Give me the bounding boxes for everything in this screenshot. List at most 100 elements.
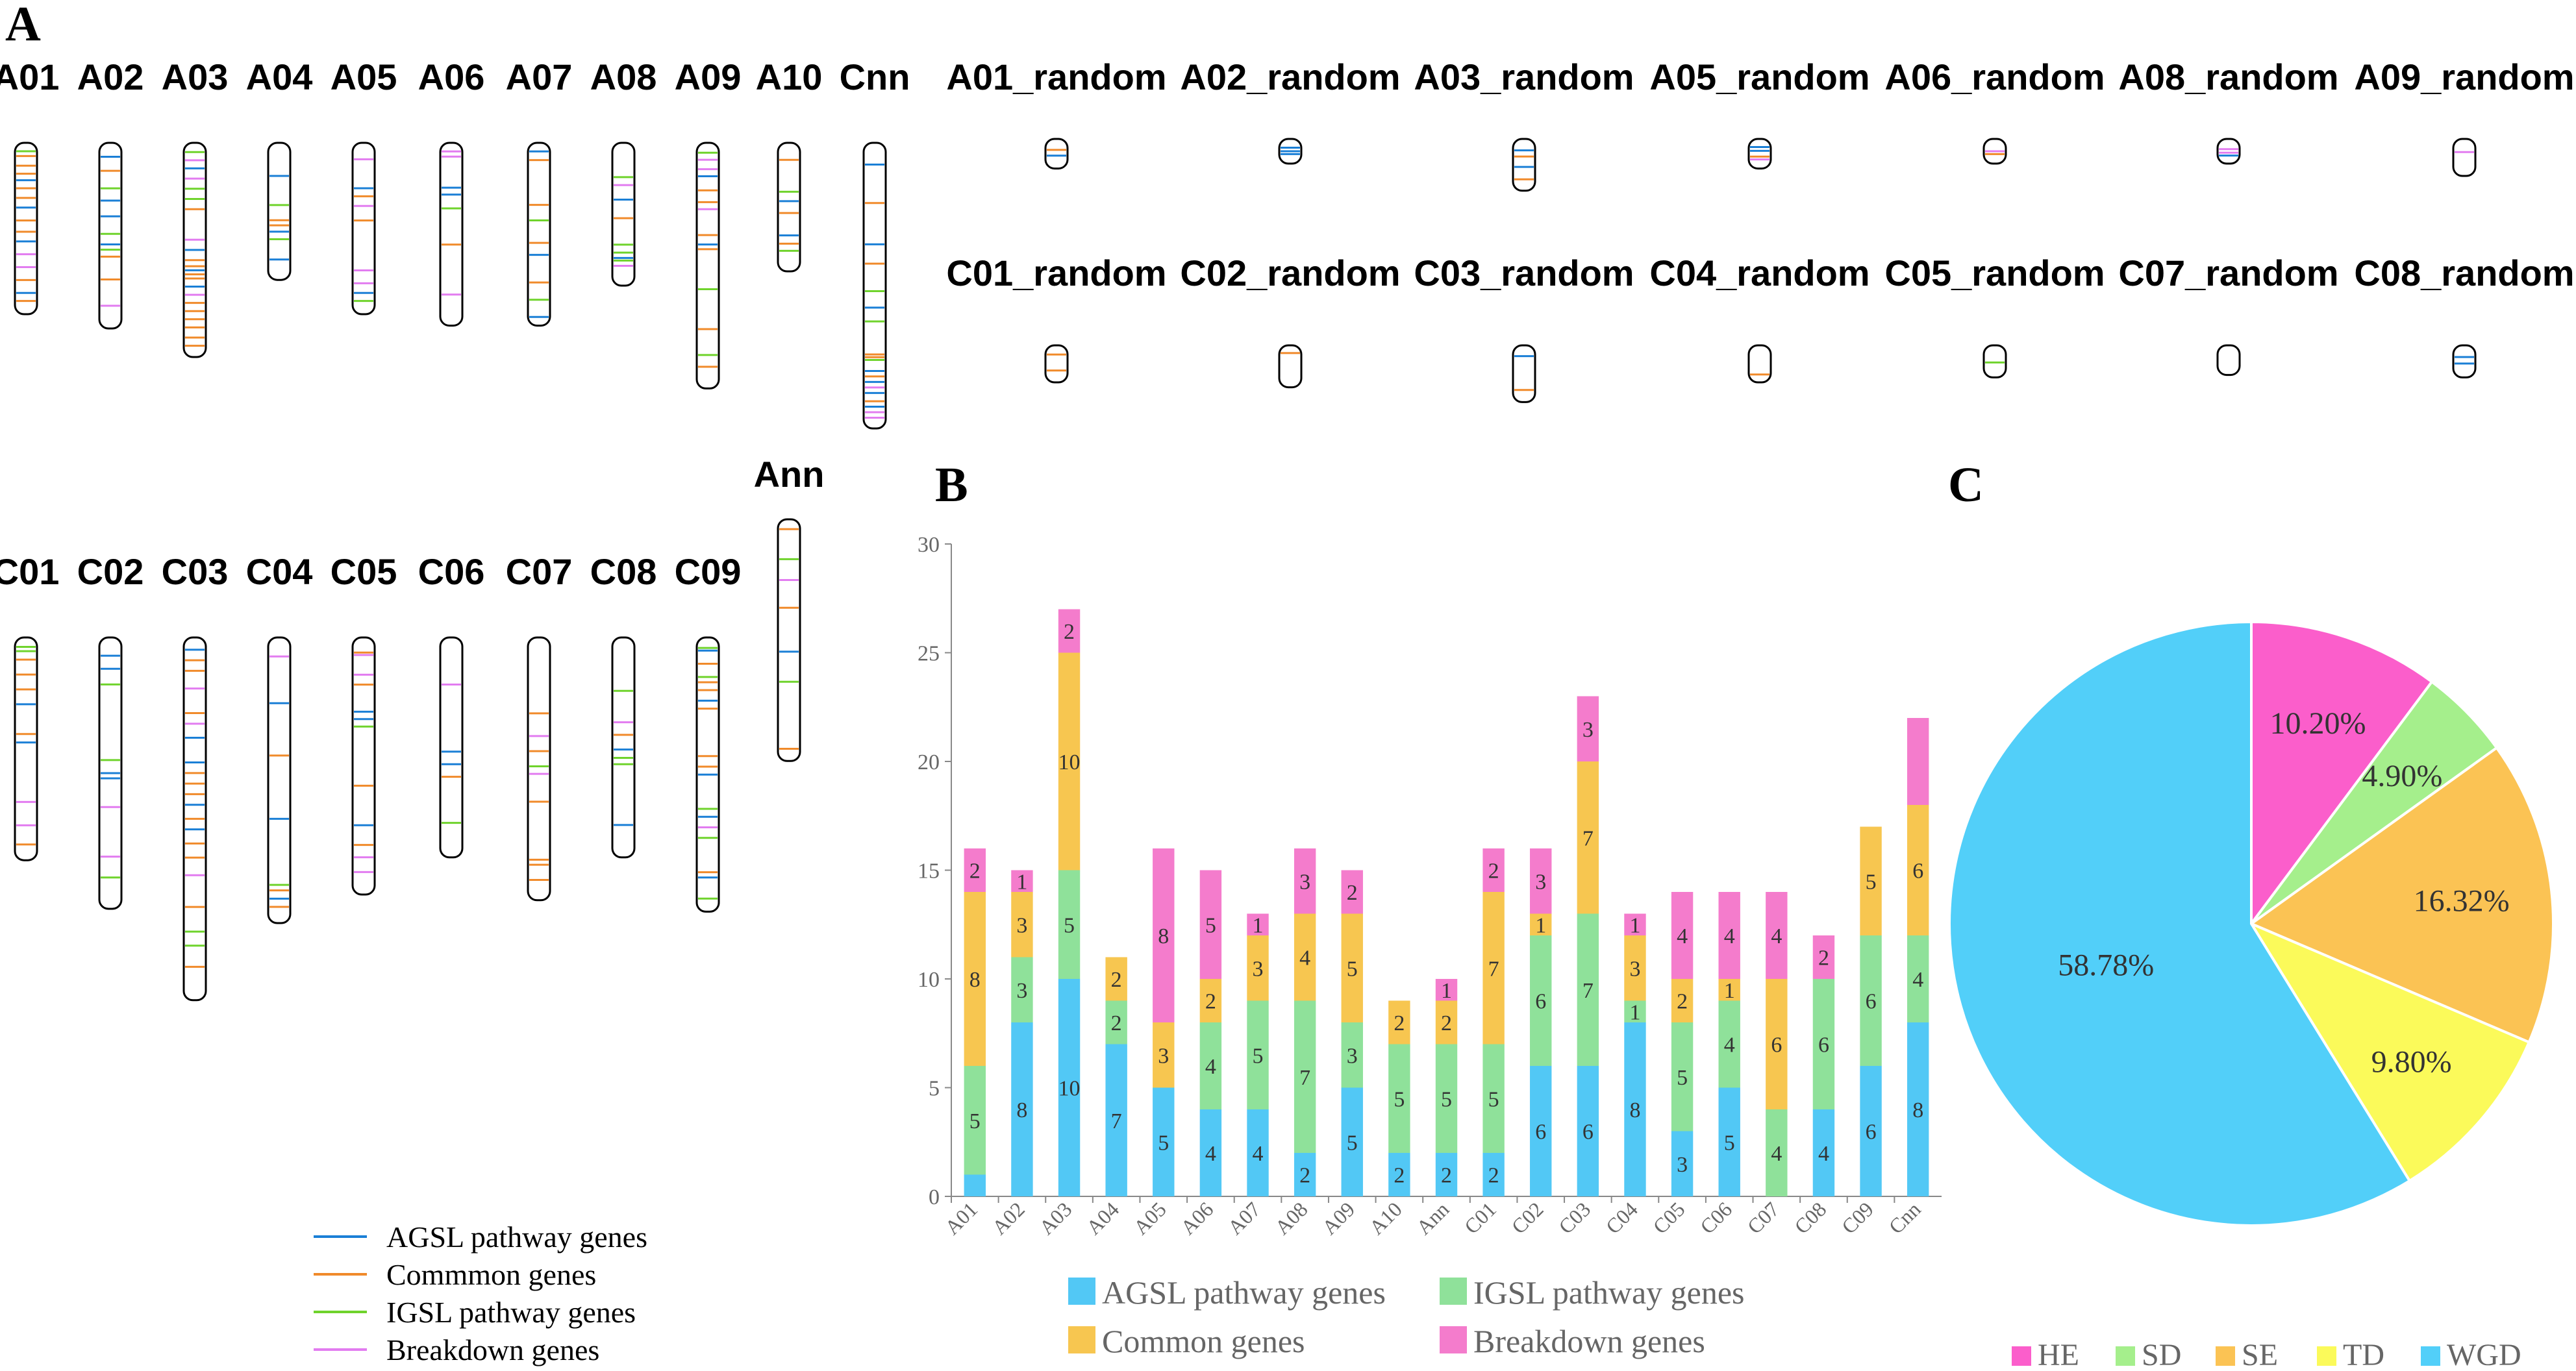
chromosome-body bbox=[14, 636, 38, 861]
bar-value-label: 3 bbox=[1347, 1044, 1358, 1068]
bar-common-genes-c02 bbox=[1530, 913, 1552, 935]
chromosome-a04: A04 bbox=[246, 56, 312, 281]
x-tick-label: A02 bbox=[987, 1197, 1029, 1239]
bar-value-label: 2 bbox=[969, 859, 981, 883]
bar-common-genes-ann bbox=[1435, 1000, 1458, 1044]
pie-legend-se: SE bbox=[2216, 1338, 2278, 1371]
bar-agsl-pathway-genes-a09 bbox=[1341, 1087, 1363, 1196]
bar-value-label: 1 bbox=[1629, 1000, 1640, 1024]
bar-igsl-pathway-genes-c04 bbox=[1624, 1000, 1646, 1022]
bar-agsl-pathway-genes-a07 bbox=[1247, 1109, 1269, 1196]
bar-value-label: 5 bbox=[1347, 957, 1358, 981]
x-tick-label: A01 bbox=[940, 1197, 982, 1239]
legend-item-agsl-pathway-genes: AGSL pathway genes bbox=[1068, 1274, 1386, 1311]
chromosome-a05: A05 bbox=[331, 56, 397, 315]
x-tick-label: A09 bbox=[1318, 1197, 1359, 1239]
x-tick-label: C03 bbox=[1554, 1197, 1595, 1238]
chromosome-label: C05 bbox=[331, 551, 397, 592]
bar-igsl-pathway-genes-a09 bbox=[1341, 1022, 1363, 1088]
chromosome-label: A10 bbox=[756, 56, 823, 97]
chromosome-label: A08_random bbox=[2118, 56, 2338, 97]
chromosome-body bbox=[695, 142, 720, 389]
x-tick-label: A03 bbox=[1034, 1197, 1076, 1239]
bar-value-label: 7 bbox=[1488, 957, 1499, 981]
legend-label: Breakdown genes bbox=[1473, 1323, 1705, 1359]
bar-igsl-pathway-genes-ann bbox=[1435, 1044, 1458, 1153]
chromosome-c03: C03 bbox=[162, 551, 228, 1002]
bar-breakdown-genes-a02 bbox=[1011, 870, 1033, 892]
chromosome-body bbox=[267, 636, 292, 924]
x-tick-label: Ann bbox=[1412, 1197, 1453, 1239]
chromosome-body bbox=[1982, 344, 2007, 378]
x-tick-label: C02 bbox=[1507, 1197, 1548, 1238]
chromosome-label: A06 bbox=[418, 56, 485, 97]
bar-value-label: 2 bbox=[1488, 1164, 1499, 1188]
bar-value-label: 5 bbox=[1677, 1066, 1688, 1090]
chromosome-label: Cnn bbox=[840, 56, 910, 97]
legend-swatch bbox=[2421, 1346, 2440, 1366]
legend-swatch bbox=[2317, 1346, 2336, 1366]
bar-igsl-pathway-genes-c03 bbox=[1577, 913, 1599, 1066]
y-tick-label: 30 bbox=[918, 533, 940, 557]
bar-breakdown-genes-a05 bbox=[1153, 848, 1175, 1022]
chromosome-body bbox=[267, 142, 292, 281]
bar-value-label: 6 bbox=[1535, 1120, 1546, 1144]
bar-agsl-pathway-genes-c02 bbox=[1530, 1066, 1552, 1196]
chromosome-label: C01_random bbox=[946, 253, 1166, 293]
chromosome-a08: A08 bbox=[590, 56, 657, 287]
chromosome-ann: Ann bbox=[754, 454, 824, 762]
legend-label: IGSL pathway genes bbox=[1473, 1274, 1744, 1311]
bar-value-label: 7 bbox=[1299, 1066, 1310, 1090]
panel-b-letter: B bbox=[935, 458, 968, 512]
bar-breakdown-genes-c04 bbox=[1624, 913, 1646, 935]
legend-swatch bbox=[1068, 1326, 1095, 1353]
bar-igsl-pathway-genes-cnn bbox=[1907, 935, 1929, 1022]
bar-value-label: 3 bbox=[1629, 957, 1640, 981]
chromosome-body bbox=[611, 636, 636, 859]
chromosome-a10: A10 bbox=[756, 56, 823, 273]
legend-item-igsl-pathway-genes: IGSL pathway genes bbox=[1440, 1274, 1744, 1311]
chromosome-label: C03_random bbox=[1414, 253, 1634, 293]
bar-value-label: 6 bbox=[1866, 1120, 1877, 1144]
bar-value-label: 5 bbox=[1158, 1131, 1169, 1155]
bar-common-genes-c01 bbox=[1482, 892, 1505, 1044]
pie-slice-wgd bbox=[1948, 620, 2412, 1227]
chromosome-body bbox=[611, 142, 636, 287]
chromosome-c05-random: C05_random bbox=[1884, 253, 2105, 378]
bar-value-label: 4 bbox=[1771, 924, 1782, 948]
bar-value-label: 5 bbox=[1205, 913, 1216, 937]
bar-common-genes-c04 bbox=[1624, 935, 1646, 1001]
bar-value-label: 10 bbox=[1058, 1077, 1081, 1101]
panel-a-legend: AGSL pathway genes Commmon genes IGSL path… bbox=[314, 1220, 647, 1366]
legend-label: HE bbox=[2038, 1338, 2079, 1371]
bar-agsl-pathway-genes-c03 bbox=[1577, 1066, 1599, 1196]
chromosome-body bbox=[1512, 344, 1536, 403]
bar-value-label: 5 bbox=[1724, 1131, 1735, 1155]
chromosome-body bbox=[2216, 344, 2241, 377]
bar-value-label: 8 bbox=[1629, 1098, 1640, 1122]
bar-agsl-pathway-genes-a06 bbox=[1199, 1109, 1222, 1196]
x-tick-label: C09 bbox=[1837, 1197, 1878, 1238]
chromosome-body bbox=[862, 142, 887, 430]
bar-value-label: 5 bbox=[969, 1109, 981, 1133]
bar-value-label: 2 bbox=[1488, 859, 1499, 883]
bar-value-label: 4 bbox=[1771, 1142, 1782, 1166]
chromosome-label: A07 bbox=[506, 56, 573, 97]
bar-value-label: 8 bbox=[1158, 924, 1169, 948]
bar-value-label: 3 bbox=[1016, 913, 1027, 937]
legend-item-breakdown: Breakdown genes bbox=[314, 1333, 599, 1366]
bar-breakdown-genes-a09 bbox=[1341, 870, 1363, 914]
chromosome-c05: C05 bbox=[331, 551, 397, 896]
chromosome-body bbox=[2452, 138, 2477, 177]
bar-agsl-pathway-genes-a10 bbox=[1388, 1153, 1410, 1196]
bar-igsl-pathway-genes-a02 bbox=[1011, 957, 1033, 1022]
bar-agsl-pathway-genes-a04 bbox=[1105, 1044, 1127, 1196]
legend-label: SD bbox=[2142, 1338, 2181, 1371]
chromosome-label: C06 bbox=[418, 551, 485, 592]
chromosome-label: C08_random bbox=[2354, 253, 2574, 293]
chromosome-body bbox=[777, 518, 801, 762]
bar-breakdown-genes-c06 bbox=[1718, 892, 1740, 979]
bar-breakdown-genes-c01 bbox=[1482, 848, 1505, 892]
bar-value-label: 1 bbox=[1253, 913, 1264, 937]
bar-breakdown-genes-a01 bbox=[964, 848, 986, 892]
